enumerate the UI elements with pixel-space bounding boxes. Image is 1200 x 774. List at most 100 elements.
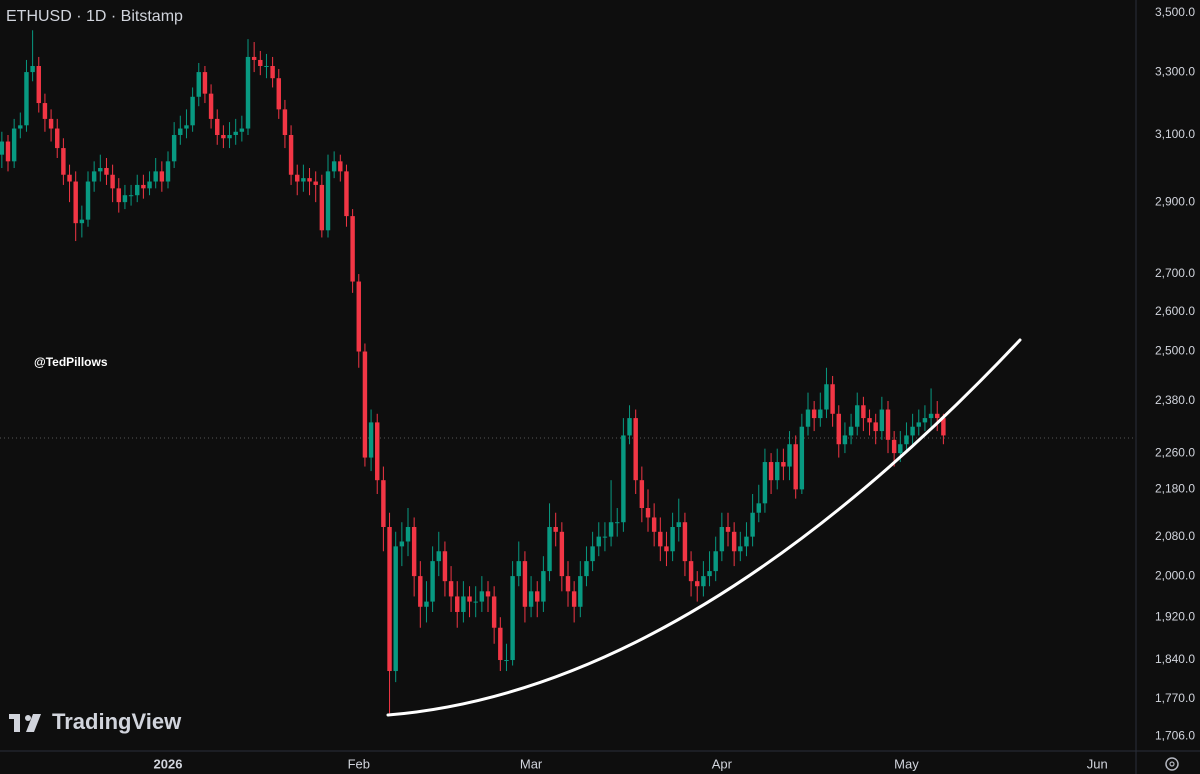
candle-body [590,546,595,562]
candle-body [719,527,725,552]
logo-dot [25,715,31,721]
candle-body [202,72,208,94]
candle-body [411,527,417,577]
candle-body [799,426,805,490]
candle-body [713,551,718,572]
candle-body [356,281,361,352]
settings-icon[interactable] [1165,757,1179,771]
candle-body [18,125,23,129]
chart-title: ETHUSD · 1D · Bitstamp [6,8,183,25]
candle-body [55,128,60,149]
candle-body [627,418,632,436]
candle-body [891,439,897,454]
candle-body [935,413,940,419]
candle-body [424,601,429,607]
x-tick-label: May [894,756,919,771]
candles [0,30,946,714]
candle-body [793,444,798,490]
candle-body [36,65,41,104]
x-tick-label: Feb [348,756,370,771]
candle-body [0,141,5,155]
candle-body [855,405,860,427]
candle-body [405,527,411,542]
candle-body [658,531,663,547]
candle-body [418,576,423,607]
candle-body [196,72,201,97]
candle-body [344,171,349,217]
y-tick-label: 2,260.0 [1155,445,1195,459]
candle-body [553,527,558,532]
candle-body [768,462,774,481]
candle-body [325,171,331,231]
candle-body [448,581,454,597]
candle-body [695,581,700,587]
y-tick-label: 2,000.0 [1155,568,1195,582]
candle-body [615,522,620,524]
y-tick-label: 2,500.0 [1155,344,1195,358]
candle-body [5,141,11,162]
x-tick-label: Apr [712,756,733,771]
candle-body [485,591,491,597]
candle-body [288,135,294,175]
y-tick-label: 2,700.0 [1155,266,1195,280]
candle-body [608,522,614,537]
candle-body [744,536,749,547]
candle-body [282,109,288,136]
candle-body [750,512,755,537]
y-tick-label: 2,380.0 [1155,393,1195,407]
candle-body [670,527,675,552]
candle-body [85,181,91,220]
candle-body [639,480,645,509]
candle-body [442,551,448,582]
candle-body [91,171,97,182]
candle-body [116,188,121,203]
candle-body [824,384,829,410]
candle-body [775,462,780,481]
candle-body [190,96,195,126]
candle-body [368,422,374,458]
candle-body [867,418,872,423]
candle-body [479,591,485,602]
candle-body [510,576,515,661]
y-tick-label: 2,900.0 [1155,194,1195,208]
candle-body [159,171,165,182]
candle-body [227,135,232,139]
candle-body [941,418,946,436]
y-tick-label: 1,840.0 [1155,652,1195,666]
y-tick-label: 1,706.0 [1155,728,1195,742]
candle-body [461,596,466,612]
candle-body [707,571,712,577]
candle-body [491,596,497,628]
candle-body [153,171,158,182]
candle-body [473,601,478,603]
candle-body [165,161,171,182]
candle-body [818,409,823,419]
x-tick-label: Mar [520,756,543,771]
candle-body [928,413,934,419]
candle-body [307,178,312,182]
candle-body [922,418,928,423]
candle-body [436,551,441,562]
candle-body [264,65,269,67]
logo-stem [14,714,20,732]
candle-body [596,536,601,547]
candle-body [787,444,792,467]
settings-gear[interactable] [1165,757,1179,771]
y-tick-label: 1,770.0 [1155,691,1195,705]
settings-hub[interactable] [1169,761,1175,767]
candle-body [731,531,737,552]
candle-body [830,384,835,414]
candle-body [11,128,17,162]
candle-body [910,426,915,436]
candle-body [135,184,140,196]
candle-body [141,184,146,189]
brand-logo: TradingView [9,709,182,734]
candle-body [245,56,251,129]
candle-body [301,178,306,182]
candle-body [233,131,238,136]
candle-body [30,65,35,73]
y-tick-label: 2,080.0 [1155,529,1195,543]
trend-curve [386,338,1022,717]
